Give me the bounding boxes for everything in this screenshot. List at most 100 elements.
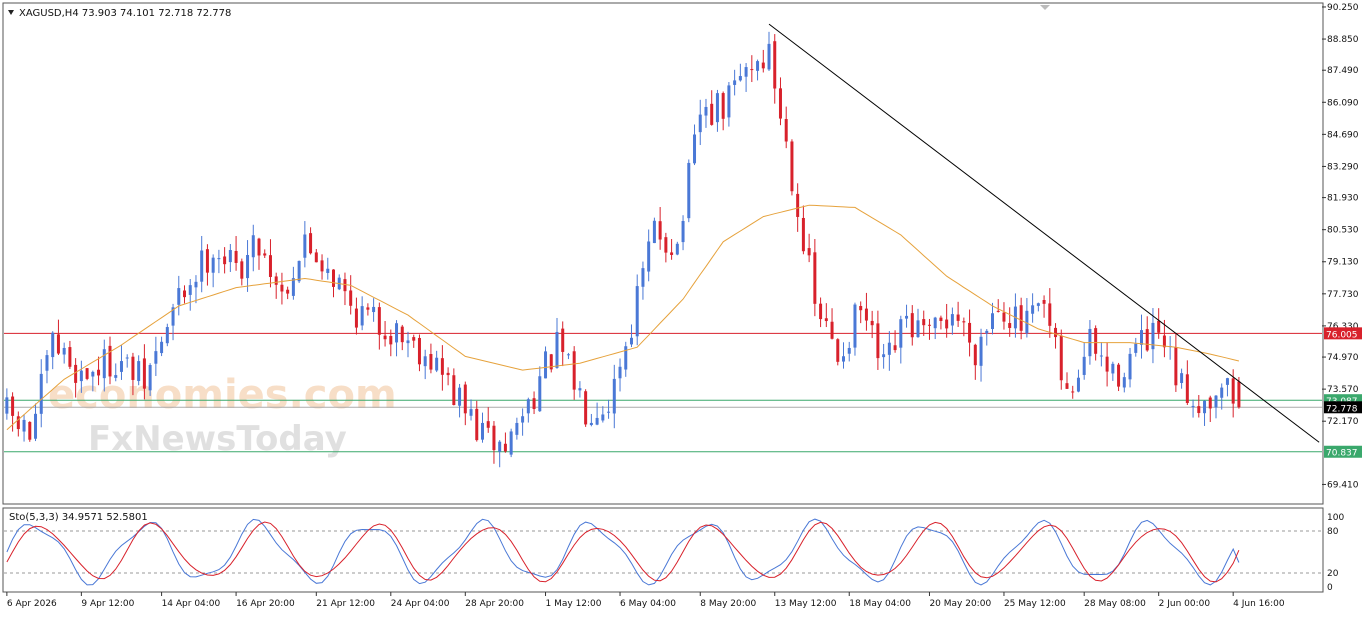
candle-body [469, 409, 473, 416]
candle-body [1099, 355, 1103, 357]
candle-body [681, 220, 685, 243]
candle-body [1031, 305, 1035, 314]
candle-body [343, 279, 347, 292]
candle-body [927, 324, 931, 326]
candle-body [1203, 400, 1207, 414]
candle-body [102, 349, 106, 379]
candle-body [314, 252, 318, 263]
candle-body [486, 421, 490, 428]
candle-body [1145, 329, 1149, 351]
candle-body [1025, 310, 1029, 334]
candle-body [1111, 363, 1115, 374]
candle-body [205, 249, 209, 273]
candle-body [515, 422, 519, 435]
x-tick-label: 8 May 20:00 [700, 599, 756, 609]
candle-body [446, 372, 450, 376]
candle-body [280, 284, 284, 292]
y-tick-label: 81.930 [1327, 194, 1359, 204]
candle-body [251, 235, 255, 258]
candle-body [263, 253, 267, 256]
candle-body [870, 320, 874, 326]
candle-body [257, 238, 261, 256]
level-badge [1324, 445, 1362, 458]
x-tick-label: 28 May 08:00 [1084, 599, 1146, 609]
moving-average-line [6, 204, 1240, 431]
candle-body [160, 341, 164, 354]
candle-body [51, 332, 55, 358]
candle-body [291, 278, 295, 296]
candle-body [480, 422, 484, 440]
watermark-brand-top: economies.com [48, 372, 397, 418]
candle-body [836, 339, 840, 362]
candle-body [274, 276, 278, 285]
candle-body [142, 358, 146, 389]
candle-body [383, 335, 387, 340]
candle-body [463, 384, 467, 414]
y-tick-label: 88.850 [1327, 35, 1359, 45]
sto-tick-label: 20 [1327, 569, 1339, 579]
candle-body [1065, 383, 1069, 389]
candle-body [1128, 353, 1132, 380]
scroll-marker-icon[interactable] [1040, 5, 1050, 10]
candle-body [119, 361, 123, 372]
candle-body [641, 268, 645, 287]
candle-body [572, 351, 576, 390]
x-tick-label: 2 Jun 00:00 [1159, 599, 1211, 609]
candle-body [1191, 405, 1195, 407]
candle-body [675, 243, 679, 255]
x-tick-label: 6 May 04:00 [620, 599, 676, 609]
candle-body [710, 103, 714, 125]
x-tick-label: 20 May 20:00 [929, 599, 991, 609]
candle-body [429, 354, 433, 370]
candle-body [842, 356, 846, 362]
candle-body [240, 261, 244, 279]
candle-body [1071, 391, 1075, 393]
y-tick-label: 69.410 [1327, 480, 1359, 490]
candle-body [647, 241, 651, 272]
candle-body [1134, 343, 1138, 353]
candle-body [503, 443, 507, 452]
x-tick-label: 4 Jun 16:00 [1233, 599, 1285, 609]
candle-body [532, 398, 536, 410]
x-tick-label: 9 Apr 12:00 [81, 599, 134, 609]
candle-body [177, 288, 181, 305]
candle-body [509, 431, 513, 455]
candle-body [544, 351, 548, 379]
sto-signal-line [6, 521, 1240, 583]
candle-body [217, 258, 221, 260]
candle-body [297, 260, 301, 282]
candle-body [561, 328, 565, 352]
candle-body [864, 308, 868, 321]
candle-body [618, 366, 622, 379]
candle-body [354, 308, 358, 328]
x-tick-label: 13 May 12:00 [775, 599, 837, 609]
candle-body [1225, 378, 1229, 385]
candle-body [750, 69, 754, 71]
candle-body [916, 320, 920, 338]
main-pane-frame [2, 2, 1324, 505]
x-tick-label: 24 Apr 04:00 [391, 599, 450, 609]
menu-triangle-icon[interactable] [8, 10, 14, 15]
candle-body [412, 337, 416, 341]
candle-body [905, 315, 909, 319]
candle-body [16, 416, 20, 430]
candle-body [1208, 397, 1212, 409]
trendline [768, 23, 1320, 443]
watermark-brand-bottom: FxNewsToday [88, 419, 347, 459]
candle-body [813, 252, 817, 304]
candle-body [950, 314, 954, 326]
candle-body [882, 354, 886, 358]
candle-body [973, 344, 977, 366]
candle-body [1105, 356, 1109, 372]
candle-body [183, 290, 187, 298]
candle-body [893, 345, 897, 351]
sto-tick-label: 100 [1327, 513, 1344, 523]
candle-body [377, 307, 381, 335]
candle-body [137, 361, 141, 382]
candle-body [962, 321, 966, 323]
candle-body [584, 391, 588, 425]
candle-body [761, 62, 765, 69]
x-tick-label: 16 Apr 20:00 [236, 599, 295, 609]
